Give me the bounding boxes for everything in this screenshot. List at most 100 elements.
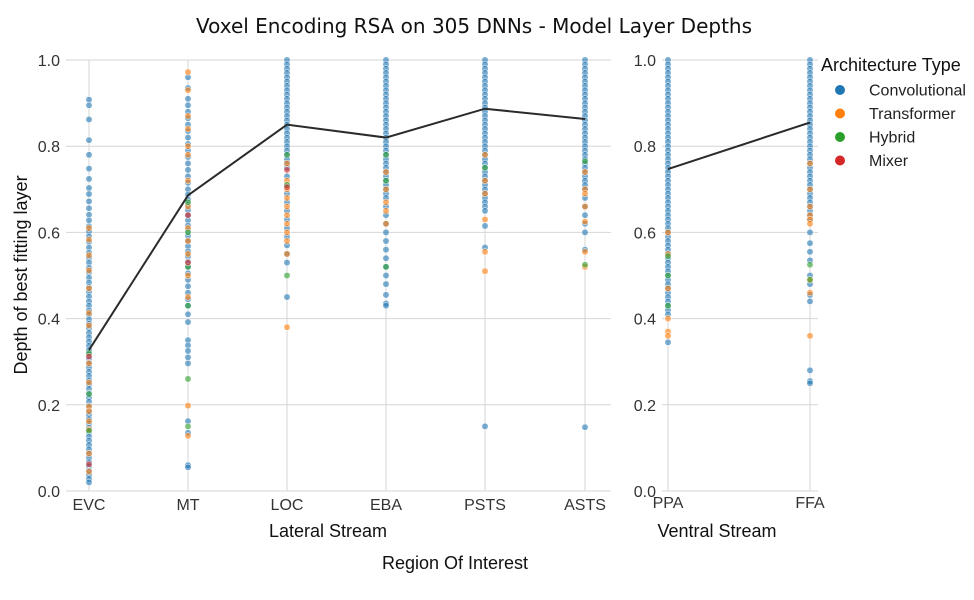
data-point-hybrid: [664, 272, 672, 279]
x-axis-supertitle: Region Of Interest: [382, 553, 528, 573]
y-tick-label: 0.8: [38, 139, 60, 156]
data-point-convolutional: [382, 237, 390, 245]
data-point-transformer: [382, 168, 390, 176]
data-point-convolutional: [481, 207, 489, 215]
ventral-stream-panel: 0.0 0.2 0.4 0.6 0.8 1.0 PPA FFA Ventral Stream: [634, 53, 825, 541]
data-point-convolutional: [85, 204, 93, 212]
data-point-convolutional: [85, 165, 93, 173]
data-point-hybrid: [184, 198, 192, 206]
legend-label-hybrid: Hybrid: [869, 130, 915, 147]
data-point-transformer: [806, 332, 814, 340]
data-point-transformer: [85, 309, 93, 317]
data-point-transformer: [581, 248, 589, 256]
data-point-transformer: [806, 289, 814, 297]
data-point-transformer: [85, 417, 93, 425]
data-point-transformer: [806, 203, 814, 210]
data-point-convolutional: [85, 116, 93, 123]
data-point-transformer: [184, 402, 192, 410]
mean-depth-line: [667, 121, 811, 170]
data-point-hybrid: [382, 177, 390, 185]
data-point-convolutional: [283, 293, 291, 301]
data-point-mixer: [85, 460, 93, 468]
data-point-hybrid: [382, 263, 390, 271]
data-point-convolutional: [382, 228, 390, 236]
data-point-convolutional: [85, 175, 93, 183]
data-point-hybrid: [184, 422, 192, 430]
data-point-transformer: [85, 266, 93, 274]
data-point-convolutional: [382, 291, 390, 299]
x-tick-label: EBA: [370, 497, 402, 514]
legend-label-mixer: Mixer: [869, 153, 909, 170]
data-point-transformer: [581, 203, 589, 210]
data-point-transformer: [85, 284, 93, 292]
data-point-transformer: [581, 190, 589, 198]
data-point-transformer: [664, 228, 672, 236]
data-point-hybrid: [184, 228, 192, 236]
data-point-transformer: [283, 203, 291, 210]
data-point-hybrid: [283, 272, 291, 279]
data-point-convolutional: [581, 423, 589, 431]
data-point-hybrid: [85, 390, 93, 398]
data-point-mixer: [184, 211, 192, 219]
data-point-convolutional: [184, 134, 192, 142]
x-tick-label: ASTS: [564, 497, 606, 514]
data-point-transformer: [85, 450, 93, 457]
data-point-hybrid: [581, 157, 589, 165]
data-point-transformer: [184, 125, 192, 133]
data-point-convolutional: [85, 184, 93, 192]
x-tick-label: LOC: [271, 497, 304, 514]
data-point-hybrid: [581, 261, 589, 269]
data-point-transformer: [184, 86, 192, 94]
x-tick-label: PSTS: [464, 497, 506, 514]
data-point-transformer: [184, 250, 192, 258]
data-point-convolutional: [184, 347, 192, 355]
data-point-convolutional: [481, 222, 489, 230]
data-point-transformer: [283, 323, 291, 331]
data-point-transformer: [85, 359, 93, 367]
data-point-convolutional: [184, 101, 192, 109]
panel-x-axis-title: Ventral Stream: [657, 521, 776, 541]
legend-marker-convolutional: [835, 85, 845, 95]
y-tick-label: 0.0: [38, 484, 60, 501]
lateral-stream-panel: 0.0 0.2 0.4 0.6 0.8 1.0 EVC MT LOC EBA PSTS ASTS Lat…: [38, 53, 611, 541]
data-point-transformer: [581, 168, 589, 176]
data-point-convolutional: [806, 366, 814, 374]
data-point-transformer: [184, 237, 192, 245]
data-point-transformer: [664, 332, 672, 340]
data-point-transformer: [283, 159, 291, 167]
legend-marker-mixer: [835, 155, 845, 166]
data-point-transformer: [806, 185, 814, 193]
data-point-convolutional: [184, 318, 192, 326]
data-point-convolutional: [581, 228, 589, 236]
data-point-convolutional: [806, 248, 814, 256]
data-point-transformer: [184, 432, 192, 440]
data-point-transformer: [85, 236, 93, 244]
data-point-convolutional: [184, 359, 192, 367]
legend-label-convolutional: Convolutional: [869, 83, 966, 100]
data-point-convolutional: [85, 216, 93, 224]
data-point-hybrid: [664, 302, 672, 310]
data-point-convolutional: [806, 228, 814, 236]
data-point-convolutional: [184, 95, 192, 103]
y-tick-label: 0.6: [634, 225, 656, 242]
data-point-convolutional: [85, 190, 93, 198]
data-point-convolutional: [382, 272, 390, 279]
legend-marker-hybrid: [835, 132, 845, 142]
y-tick-label: 1.0: [38, 53, 60, 70]
y-tick-label: 0.4: [38, 312, 60, 329]
data-point-transformer: [184, 112, 192, 120]
y-tick-label: 0.2: [38, 398, 60, 415]
data-point-mixer: [85, 353, 93, 360]
chart-title: Voxel Encoding RSA on 305 DNNs - Model L…: [196, 14, 752, 38]
data-point-transformer: [382, 220, 390, 228]
data-point-hybrid: [382, 151, 390, 159]
y-axis-title: Depth of best fitting layer: [11, 175, 31, 374]
legend-title: Architecture Type: [821, 55, 961, 75]
data-point-convolutional: [85, 101, 93, 109]
data-point-transformer: [806, 220, 814, 228]
data-point-convolutional: [184, 310, 192, 318]
data-point-convolutional: [581, 211, 589, 219]
data-point-convolutional: [184, 463, 192, 471]
y-tick-label: 0.6: [38, 225, 60, 242]
data-point-transformer: [481, 216, 489, 223]
